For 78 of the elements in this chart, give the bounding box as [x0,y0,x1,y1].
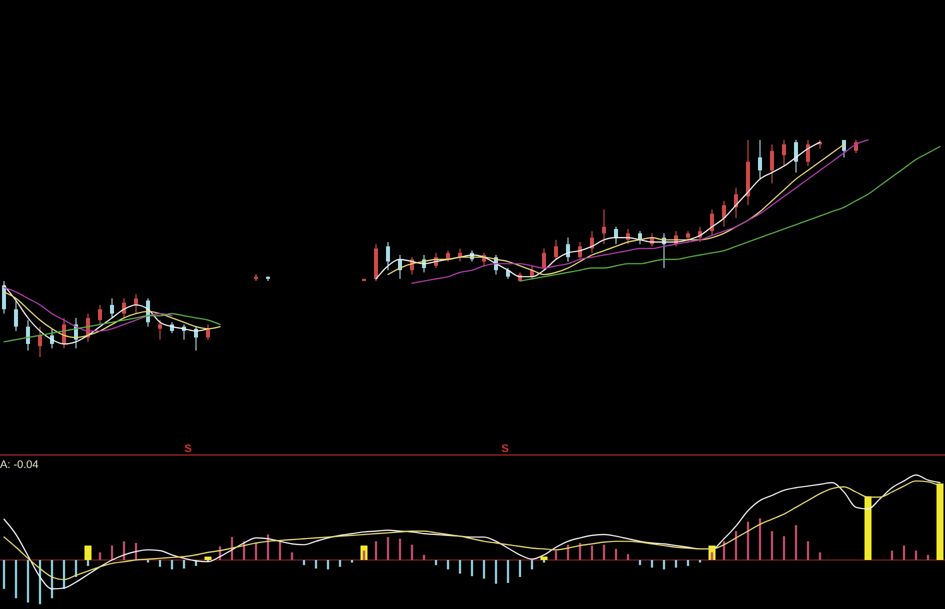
bar [494,560,498,584]
bar [410,544,414,560]
bar [290,552,294,560]
bar [470,560,474,576]
bar [626,554,630,560]
bar [542,560,546,563]
bar [374,541,378,560]
bar [936,484,944,560]
bar [84,546,92,560]
bar [482,560,486,579]
candlestick [566,237,570,262]
candlestick [134,294,138,314]
bar [458,560,462,574]
bar [98,552,102,560]
bar [86,560,90,566]
candlestick [782,140,786,167]
bar [590,546,594,560]
candlestick [554,239,558,260]
text: A: -0.04 [0,459,39,471]
bar [782,536,786,560]
bar [650,560,654,568]
bar [350,560,354,563]
bar [362,550,366,560]
bar [530,560,534,570]
candlestick [842,140,846,158]
bar [170,560,174,570]
bar [446,560,450,570]
bar [686,560,690,566]
candlestick [110,298,114,318]
candlestick [98,304,102,325]
bar [146,560,150,563]
bar [602,544,606,560]
text: S [501,443,509,455]
bar [614,548,618,560]
candlestick [602,208,606,245]
candlestick [686,230,690,242]
candlestick [722,200,726,228]
bar [794,525,798,560]
bar [182,560,186,568]
candlestick [806,140,810,167]
bar [314,560,318,568]
bar [506,560,510,583]
bar [662,560,666,570]
bar [158,560,162,567]
bar [914,550,918,560]
candlestick [38,326,42,358]
bar [818,552,822,560]
bar [864,496,872,560]
bar [540,556,548,560]
candlestick [386,241,390,271]
candlestick [542,248,546,271]
bar [326,560,330,570]
candlestick [614,226,618,245]
bar [204,556,212,560]
bar [890,550,894,560]
candlestick [794,140,798,174]
bar [674,560,678,568]
bar [518,560,522,577]
bar [398,538,402,560]
bar [26,560,30,602]
bar [338,560,342,567]
bar [806,541,810,560]
bar [698,560,702,563]
bar [14,560,18,598]
candlestick [158,320,162,340]
bar [2,560,6,589]
bar [710,552,714,560]
candlestick [206,324,210,340]
bar [554,550,558,560]
text: S [184,443,192,455]
candlestick [2,280,6,314]
candlestick [14,300,18,332]
candlestick [758,140,762,180]
candlestick [26,320,30,351]
bar [902,546,906,560]
bar [770,531,774,560]
bar [386,537,390,560]
candlestick [770,144,774,184]
